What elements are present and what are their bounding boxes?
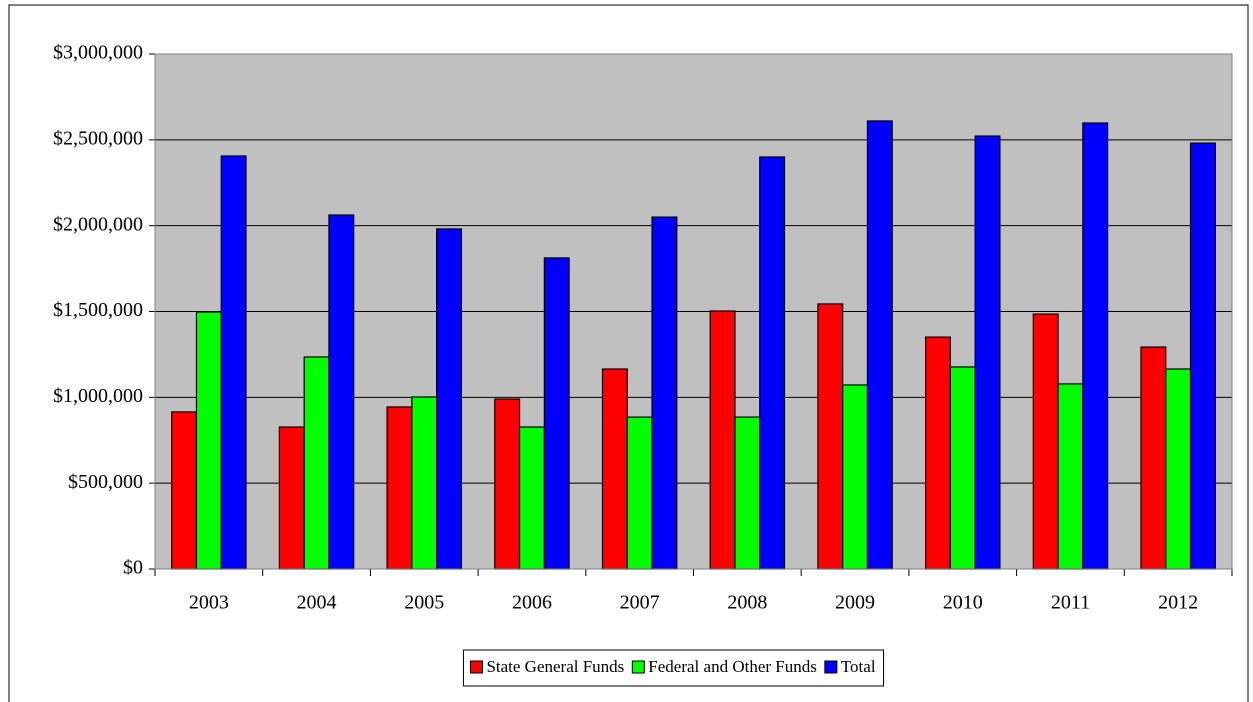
bar (601, 368, 628, 570)
bar (386, 406, 413, 570)
x-tick-label: 2007 (620, 592, 660, 614)
x-tick-label: 2004 (297, 592, 337, 614)
bar (651, 216, 678, 570)
bar (328, 214, 355, 570)
bar (1032, 313, 1059, 570)
bar (543, 257, 570, 570)
legend-label: Total (841, 657, 876, 676)
x-tick-label: 2008 (727, 592, 767, 614)
y-tick-label: $1,000,000 (53, 385, 143, 407)
bar (195, 311, 222, 570)
bar (436, 228, 463, 570)
y-tick-label: $2,500,000 (53, 127, 143, 149)
y-tick-label: $2,000,000 (53, 213, 143, 235)
bar (1140, 346, 1167, 570)
x-tick-label: 2010 (943, 592, 983, 614)
legend-swatch (631, 660, 645, 674)
y-tick-label: $0 (123, 557, 143, 579)
x-tick-label: 2003 (189, 592, 229, 614)
bar (949, 366, 976, 570)
bar (278, 426, 305, 570)
bar (518, 426, 545, 570)
x-tick-label: 2012 (1158, 592, 1198, 614)
legend-swatch (824, 660, 838, 674)
legend-label: State General Funds (486, 657, 624, 676)
x-tick-label: 2011 (1051, 592, 1090, 614)
bar (759, 156, 786, 570)
bar (734, 416, 761, 570)
x-tick-label: 2009 (835, 592, 875, 614)
bar (817, 303, 844, 570)
y-tick-label: $3,000,000 (53, 42, 143, 64)
bar (220, 155, 247, 570)
bar (842, 384, 869, 570)
bar (924, 336, 951, 570)
x-tick-label: 2006 (512, 592, 552, 614)
legend-swatch (469, 660, 483, 674)
bar (709, 310, 736, 570)
plot-border (154, 53, 1233, 570)
bar (1057, 383, 1084, 570)
bar (303, 356, 330, 570)
bar (1165, 368, 1192, 570)
bar (974, 135, 1001, 570)
bar (626, 416, 653, 570)
y-tick-label: $500,000 (68, 471, 143, 493)
bar (171, 411, 198, 570)
legend (462, 649, 885, 687)
bar (494, 398, 521, 570)
bar (1189, 142, 1216, 570)
x-tick-label: 2005 (404, 592, 444, 614)
y-tick-label: $1,500,000 (53, 299, 143, 321)
legend-label: Federal and Other Funds (648, 657, 817, 676)
bar (411, 396, 438, 570)
bar (1082, 122, 1109, 570)
bar (866, 120, 893, 570)
